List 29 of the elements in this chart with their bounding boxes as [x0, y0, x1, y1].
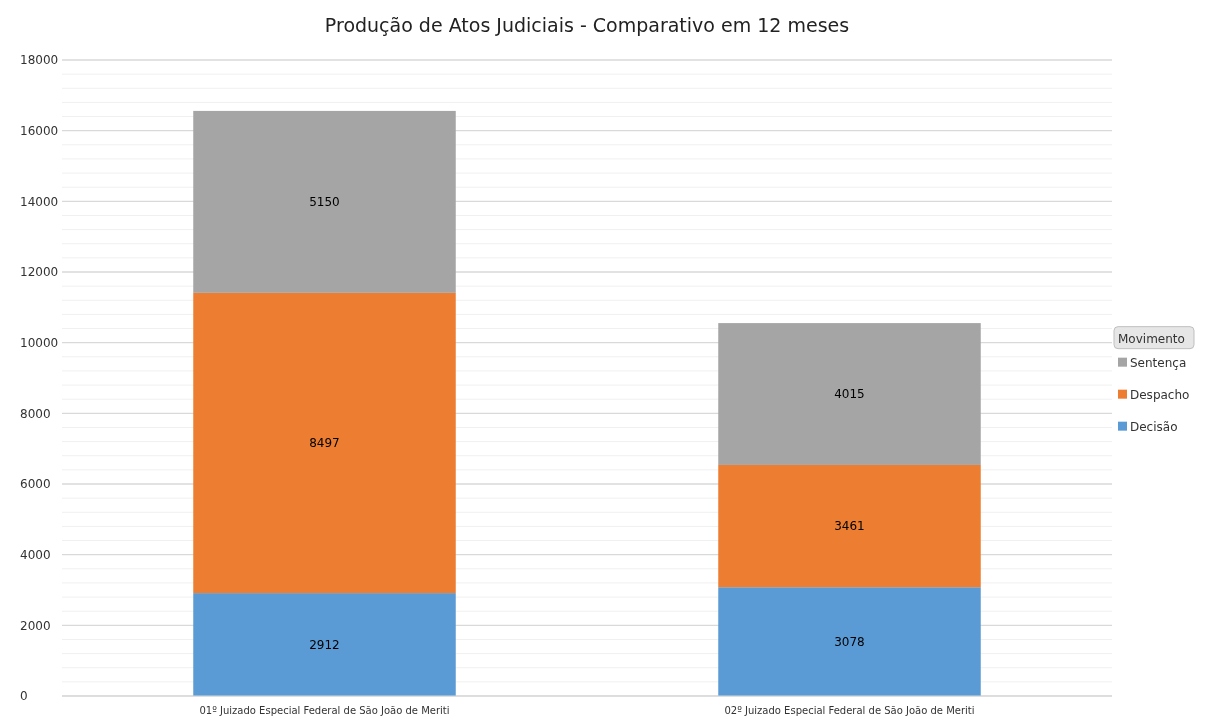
bar — [193, 292, 456, 594]
chart-title: Produção de Atos Judiciais - Comparativo em 12 meses — [324, 14, 850, 36]
y-tick-label: 8000 — [20, 406, 51, 421]
bar — [718, 587, 981, 696]
legend-label: Despacho — [1130, 387, 1190, 402]
bar — [193, 593, 456, 696]
data-label: 2912 — [309, 637, 340, 652]
y-tick-label: 10000 — [20, 335, 59, 350]
bar — [718, 323, 981, 465]
y-tick-label: 2000 — [20, 618, 51, 633]
legend-label: Sentença — [1130, 355, 1187, 370]
data-label: 5150 — [309, 195, 340, 210]
x-tick-label: 01º Juizado Especial Federal de São João de Meriti — [199, 705, 450, 716]
y-tick-label: 4000 — [20, 547, 51, 562]
y-tick-label: 12000 — [20, 265, 59, 280]
bar — [193, 110, 456, 293]
y-tick-label: 18000 — [20, 53, 59, 68]
data-label: 4015 — [834, 387, 865, 402]
data-label: 3078 — [834, 634, 865, 649]
bar — [718, 464, 981, 588]
y-tick-label: 14000 — [20, 194, 59, 209]
legend-title: Movimento — [1118, 331, 1185, 346]
y-tick-label: 0 — [20, 689, 28, 704]
y-tick-label: 16000 — [20, 123, 59, 138]
y-tick-label: 6000 — [20, 477, 51, 492]
legend-label: Decisão — [1130, 419, 1178, 434]
data-label: 3461 — [834, 519, 865, 534]
data-label: 8497 — [309, 436, 340, 451]
x-tick-label: 02º Juizado Especial Federal de São João de Meriti — [724, 705, 975, 716]
